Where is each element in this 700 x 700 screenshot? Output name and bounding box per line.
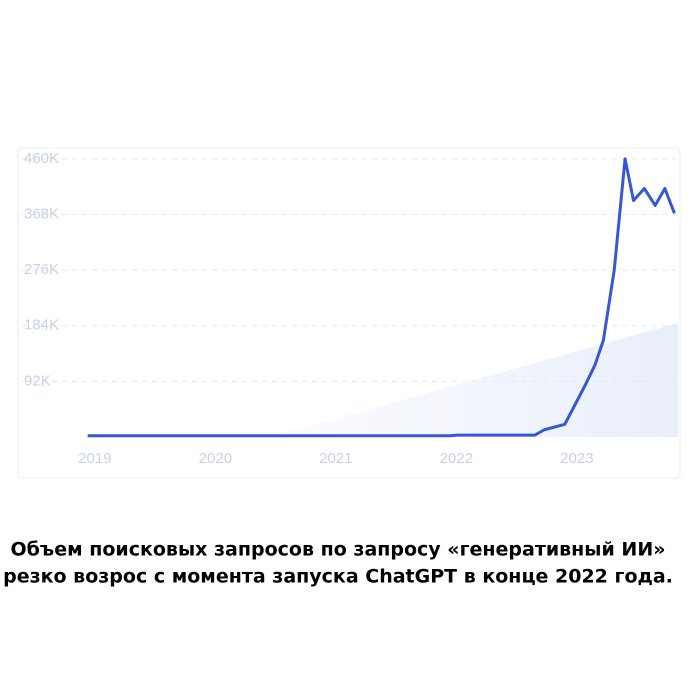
y-tick-label: 92K	[24, 372, 51, 389]
y-tick-label: 184K	[24, 317, 59, 334]
x-tick-label: 2019	[78, 450, 111, 467]
line-series	[87, 157, 676, 438]
background-shade	[270, 323, 678, 437]
y-tick-label: 368K	[24, 205, 59, 222]
y-tick-label: 276K	[24, 261, 59, 278]
x-tick-label: 2023	[560, 450, 593, 467]
caption: резко возрос с момента запуска ChatGPT в…	[3, 566, 673, 588]
y-tick-label: 460K	[24, 150, 59, 167]
x-tick-label: 2022	[440, 450, 473, 467]
x-tick-label: 2021	[319, 450, 352, 467]
caption: Объем поисковых запросов по запросу «ген…	[11, 539, 666, 561]
x-tick-label: 2020	[199, 450, 232, 467]
